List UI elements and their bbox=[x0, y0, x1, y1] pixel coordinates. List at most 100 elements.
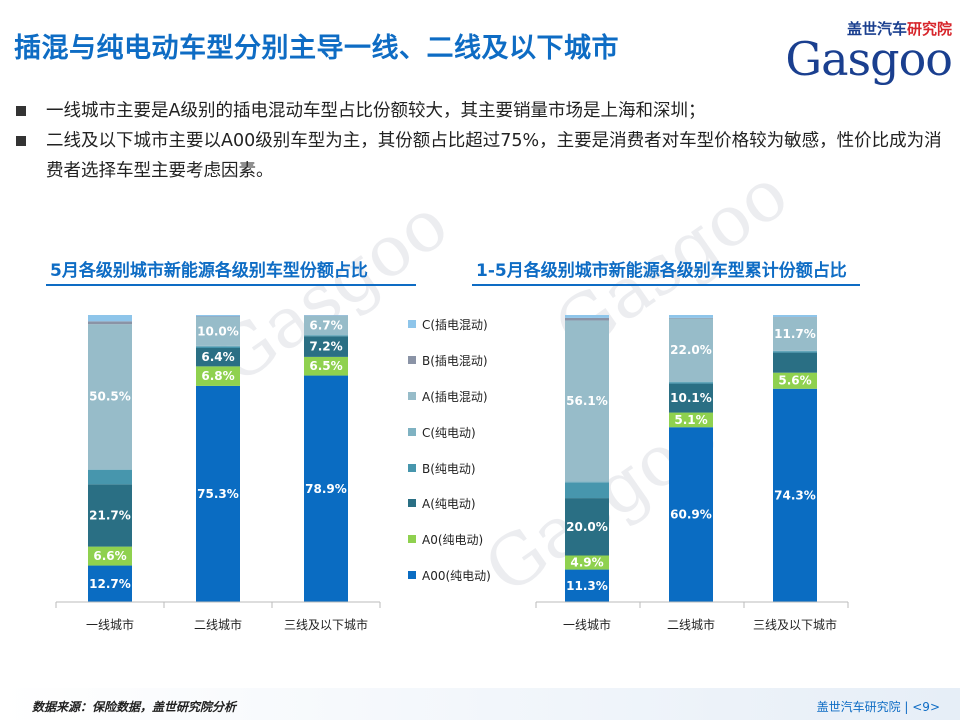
bar-segment bbox=[304, 315, 348, 316]
bar-segment bbox=[304, 356, 348, 376]
bar-segment bbox=[773, 317, 817, 351]
bar-segment bbox=[304, 336, 348, 357]
data-label: 6.6% bbox=[93, 549, 126, 563]
bar-segment bbox=[773, 388, 817, 602]
data-label: 11.7% bbox=[774, 327, 816, 341]
bar-segment bbox=[88, 324, 132, 470]
chart-left: 12.7% 6.6% 21.7% 50.5% 一线城市 75.3% 6.8% 6.4% 10.0… bbox=[55, 315, 381, 632]
x-tick-label: 三线及以下城市 bbox=[753, 617, 837, 632]
data-label: 20.0% bbox=[566, 520, 608, 534]
bar-segment bbox=[196, 348, 240, 367]
bullet-list: 一线城市主要是A级别的插电混动车型占比份额较大，其主要销量市场是上海和深圳； 二… bbox=[14, 96, 944, 186]
legend: C(插电混动) B(插电混动) A(插电混动) C(纯电动) B(纯电动) A(… bbox=[408, 314, 538, 601]
legend-item: A0(纯电动) bbox=[408, 529, 538, 565]
data-label: 75.3% bbox=[197, 487, 239, 501]
bar-segment bbox=[565, 481, 609, 483]
x-tick-label: 一线城市 bbox=[86, 617, 134, 632]
bar-segment bbox=[565, 315, 609, 318]
legend-swatch bbox=[408, 499, 416, 508]
bar-segment bbox=[565, 482, 609, 499]
chart-title-right: 1-5月各级别城市新能源各级别车型累计份额占比 bbox=[476, 261, 847, 281]
legend-label: A00(纯电动) bbox=[422, 569, 491, 584]
data-label: 5.1% bbox=[674, 413, 707, 427]
logo-dept: 研究院 bbox=[906, 20, 952, 38]
logo-caption: 盖世汽车研究院 bbox=[752, 18, 952, 39]
bullet-item: 二线及以下城市主要以A00级别车型为主，其份额占比超过75%，主要是消费者对车型… bbox=[14, 126, 944, 186]
legend-item: C(纯电动) bbox=[408, 422, 538, 458]
data-label: 6.4% bbox=[201, 350, 234, 364]
bar-segment bbox=[669, 381, 713, 383]
bar-segment bbox=[773, 351, 817, 353]
data-label: 6.7% bbox=[309, 318, 342, 332]
x-tick-label: 二线城市 bbox=[667, 617, 715, 632]
bullet-item: 一线城市主要是A级别的插电混动车型占比份额较大，其主要销量市场是上海和深圳； bbox=[14, 96, 944, 126]
data-label: 12.7% bbox=[89, 577, 131, 591]
legend-label: A(插电混动) bbox=[422, 389, 488, 404]
chart-right: 11.3% 4.9% 20.0% 56.1% 一线城市 60.9% 5.1% 10.1% 22.… bbox=[535, 315, 849, 632]
bar-segment bbox=[88, 469, 132, 485]
legend-swatch bbox=[408, 535, 416, 544]
legend-label: C(插电混动) bbox=[422, 318, 488, 332]
legend-label: B(插电混动) bbox=[422, 353, 488, 368]
bar-segment bbox=[669, 427, 713, 602]
bar-segment bbox=[565, 317, 609, 321]
bar-segment bbox=[773, 315, 817, 318]
legend-label: C(纯电动) bbox=[422, 425, 476, 440]
data-label: 50.5% bbox=[89, 390, 131, 404]
chart-rule-left bbox=[46, 284, 416, 286]
bar-segment bbox=[669, 383, 713, 413]
chart-title-left: 5月各级别城市新能源各级别车型份额占比 bbox=[50, 261, 368, 281]
data-label: 74.3% bbox=[774, 488, 816, 502]
footer-band bbox=[0, 688, 960, 720]
data-label: 5.6% bbox=[778, 374, 811, 388]
bar-segment bbox=[196, 317, 240, 346]
bar-segment bbox=[669, 315, 713, 318]
legend-swatch bbox=[408, 391, 416, 400]
legend-item: B(插电混动) bbox=[408, 350, 538, 386]
data-source: 数据来源：保险数据，盖世研究院分析 bbox=[32, 700, 237, 714]
chart-rule-right bbox=[472, 284, 860, 286]
bar-segment bbox=[88, 565, 132, 602]
data-label: 7.2% bbox=[309, 340, 342, 354]
legend-swatch bbox=[408, 571, 416, 580]
legend-swatch bbox=[408, 427, 416, 436]
data-label: 21.7% bbox=[89, 508, 131, 522]
data-label: 6.5% bbox=[309, 359, 342, 373]
logo-wordmark: Gasgoo bbox=[785, 32, 953, 86]
bar-segment bbox=[88, 315, 132, 322]
data-label: 56.1% bbox=[566, 394, 608, 408]
bar-segment bbox=[773, 372, 817, 389]
bar-segment bbox=[669, 317, 713, 319]
bar-segment bbox=[565, 555, 609, 570]
data-label: 10.1% bbox=[670, 391, 712, 405]
gasgoo-logo: 盖世汽车研究院 Gasgoo bbox=[752, 18, 953, 86]
bar-segment bbox=[304, 375, 348, 602]
bar-segment bbox=[196, 315, 240, 317]
legend-label: A0(纯电动) bbox=[422, 533, 484, 548]
x-tick-label: 一线城市 bbox=[563, 617, 611, 632]
bar-segment bbox=[565, 569, 609, 602]
x-tick-label: 三线及以下城市 bbox=[284, 617, 368, 632]
bar-segment bbox=[304, 335, 348, 337]
bar-segment bbox=[669, 382, 713, 384]
bar-segment bbox=[88, 469, 132, 470]
data-label: 78.9% bbox=[305, 482, 347, 496]
bar-segment bbox=[196, 346, 240, 349]
x-tick-label: 二线城市 bbox=[194, 617, 242, 632]
legend-swatch bbox=[408, 320, 416, 328]
page-title: 插混与纯电动车型分别主导一线、二线及以下城市 bbox=[14, 33, 619, 64]
legend-item: A00(纯电动) bbox=[408, 565, 538, 601]
bar-segment bbox=[196, 316, 240, 318]
bar-segment bbox=[773, 352, 817, 373]
data-label: 22.0% bbox=[670, 343, 712, 357]
page-number: 盖世汽车研究院 | <9> bbox=[816, 700, 940, 714]
bar-segment bbox=[304, 315, 348, 336]
bar-segment bbox=[565, 320, 609, 482]
data-label: 4.9% bbox=[570, 556, 603, 570]
bar-segment bbox=[196, 385, 240, 602]
bar-segment bbox=[196, 345, 240, 347]
bar-segment bbox=[565, 498, 609, 556]
logo-brand: 盖世汽车 bbox=[846, 20, 907, 38]
bar-segment bbox=[88, 546, 132, 566]
bar-segment bbox=[196, 366, 240, 386]
